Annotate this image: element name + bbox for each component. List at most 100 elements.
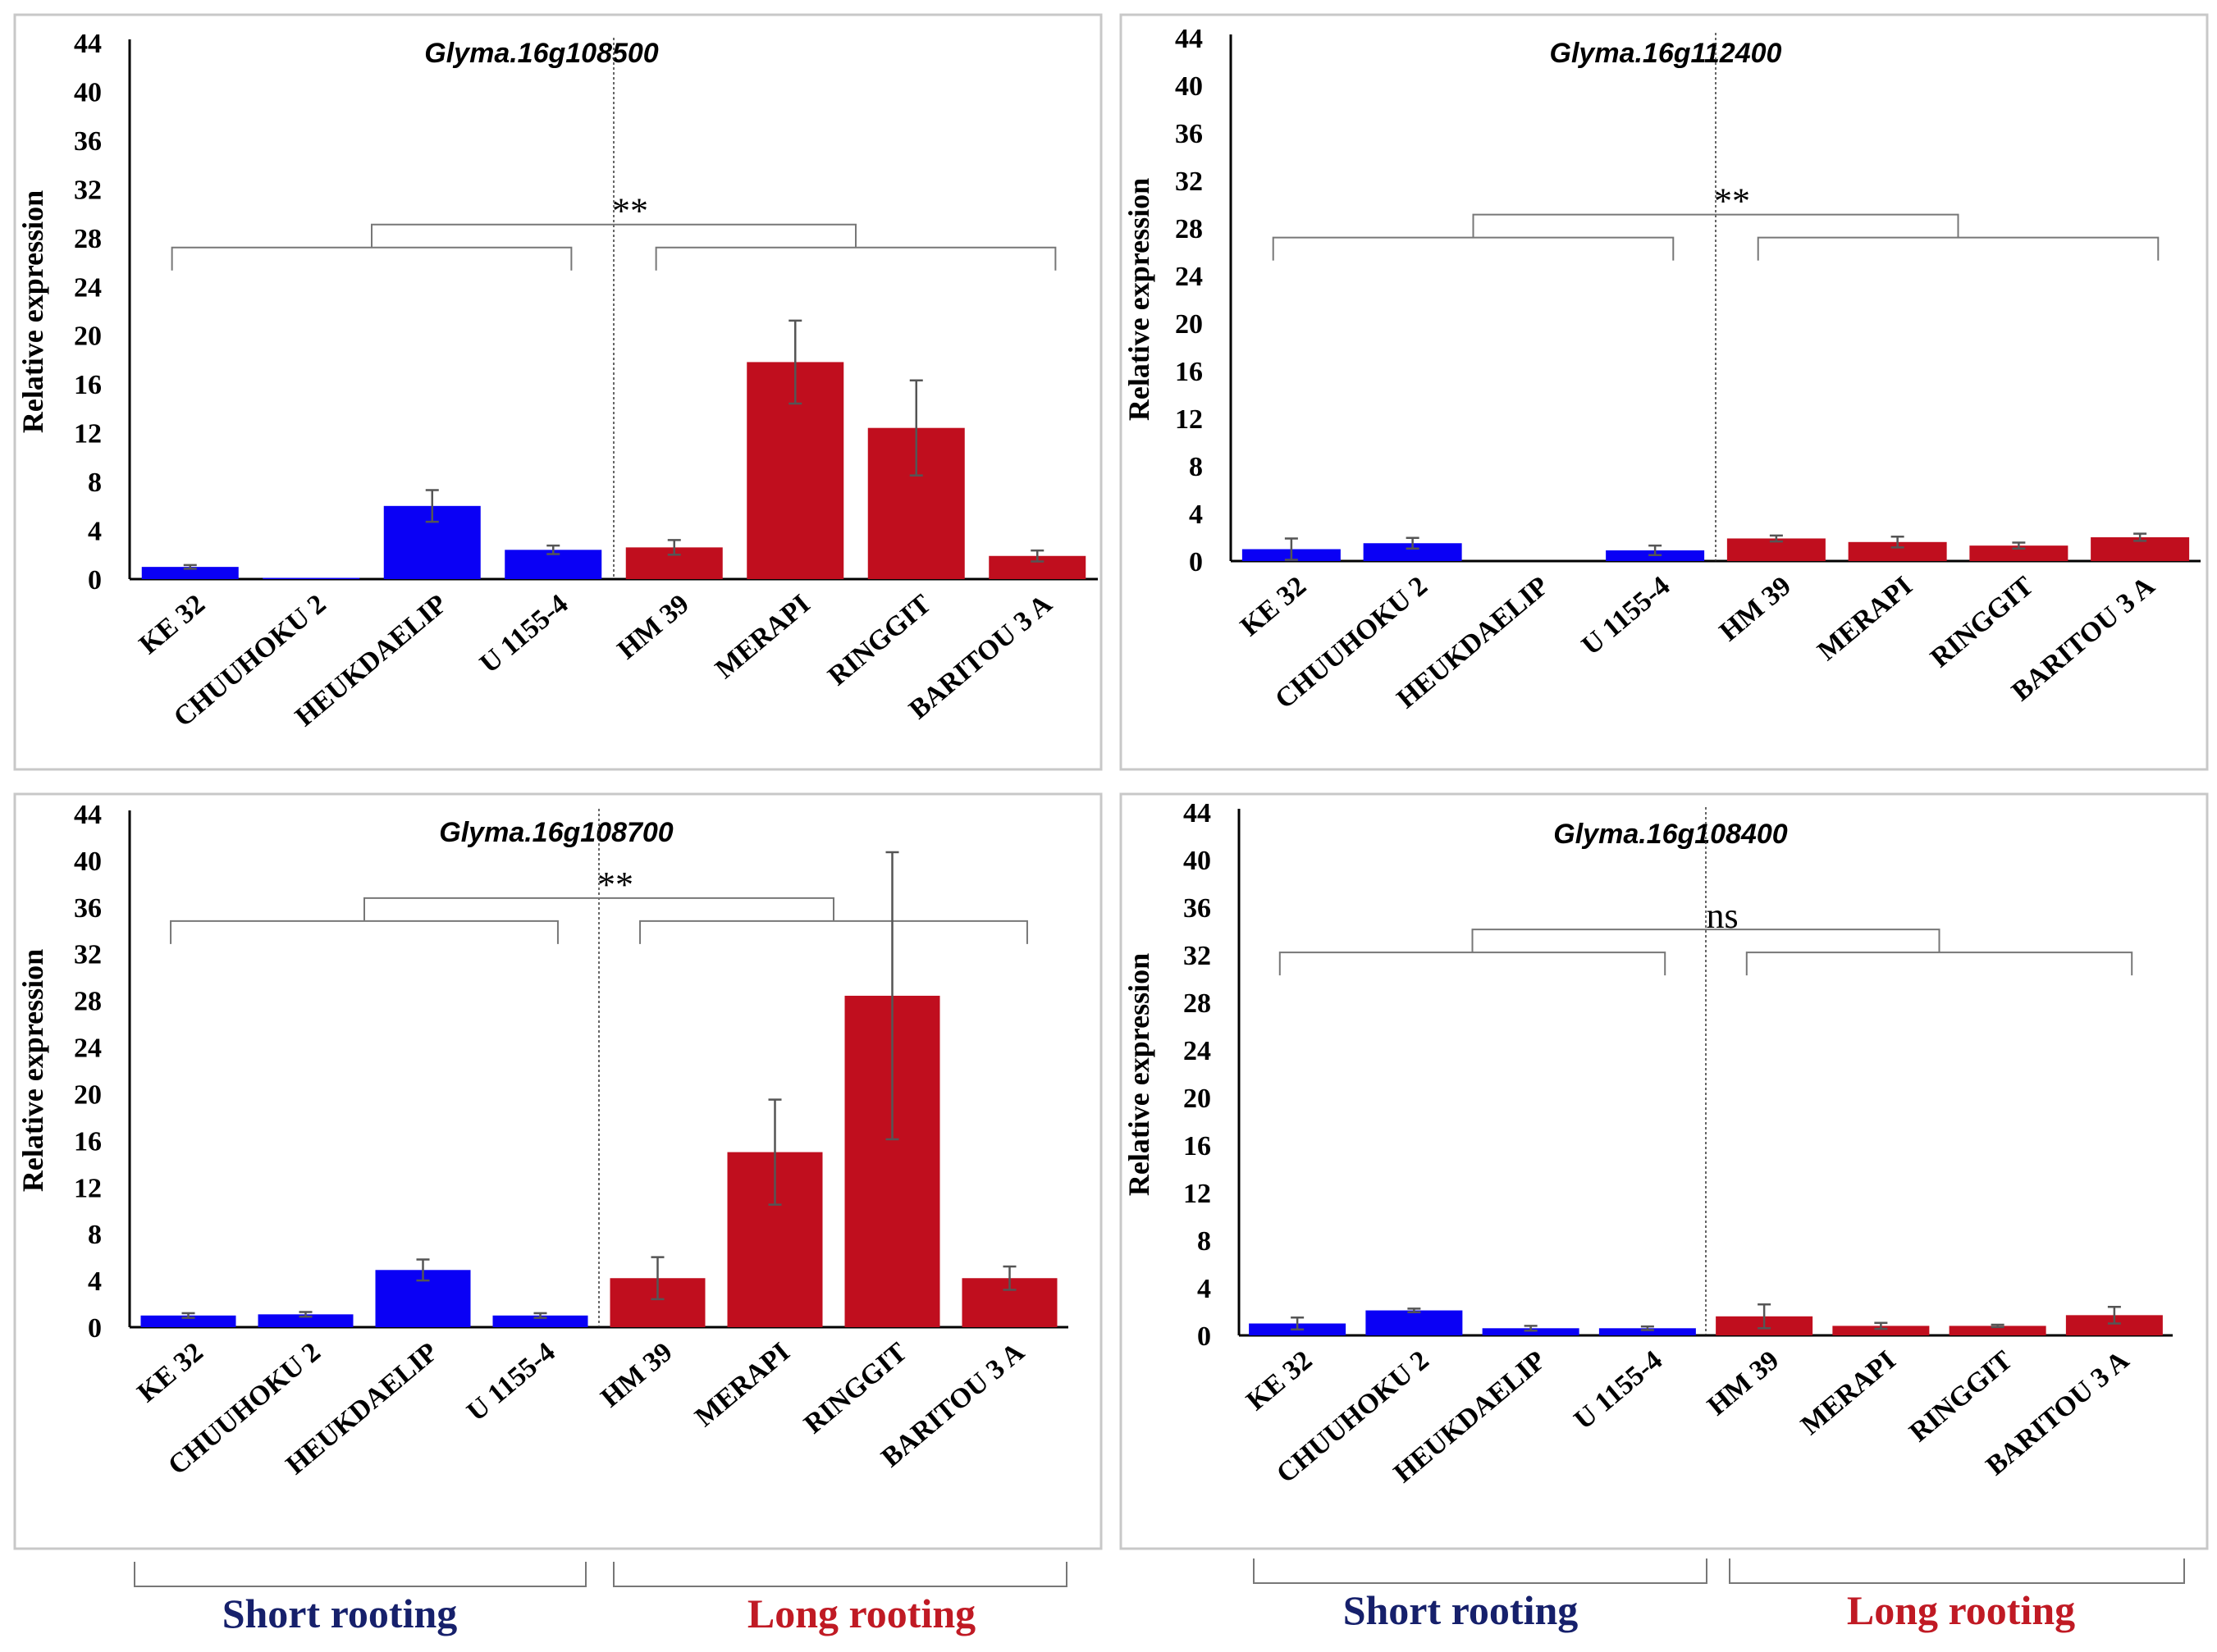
y-tick-label: 16 xyxy=(74,1126,102,1157)
y-tick-label: 8 xyxy=(1197,1226,1211,1257)
error-bar xyxy=(885,851,899,1141)
error-bar xyxy=(183,564,197,570)
y-tick-label: 24 xyxy=(1175,262,1203,292)
bar-u-1155-4 xyxy=(1598,1328,1696,1335)
chart-title: Glyma.16g112400 xyxy=(1550,38,1782,69)
y-tick-label: 0 xyxy=(1197,1321,1211,1352)
chart-panel-1: 0 4 8 12 16 20 24 28 32 36 40 44 Relative expression… xyxy=(13,13,1103,771)
error-bar xyxy=(299,1311,313,1318)
group-legend: Short rooting Long rooting Short rooting… xyxy=(134,1558,2185,1636)
panel-frame xyxy=(1119,792,2209,1550)
y-tick-label: 8 xyxy=(88,468,102,498)
y-tick-label: 8 xyxy=(88,1220,102,1250)
significance-label: ns xyxy=(1706,896,1738,936)
y-tick-label: 0 xyxy=(88,1313,102,1344)
y-tick-label: 16 xyxy=(74,370,102,400)
chart-title: Glyma.16g108500 xyxy=(424,38,659,69)
error-bar xyxy=(416,1258,430,1282)
significance-label: ** xyxy=(597,865,633,905)
error-bar xyxy=(1640,1325,1654,1331)
error-bar xyxy=(181,1312,195,1319)
y-tick-label: 28 xyxy=(1175,214,1203,244)
error-bar xyxy=(2107,1305,2121,1325)
comparison-bracket xyxy=(1472,213,1959,238)
y-axis-label: Relative expression xyxy=(16,949,49,1192)
y-tick-label: 36 xyxy=(74,893,102,924)
y-tick-label: 20 xyxy=(74,322,102,352)
y-tick-label: 32 xyxy=(74,940,102,970)
y-tick-label: 28 xyxy=(74,224,102,254)
long-rooting-bracket-right xyxy=(1729,1558,2185,1584)
y-tick-label: 12 xyxy=(1175,404,1203,435)
error-bar xyxy=(1406,536,1419,550)
bar-chuuhoku-2 xyxy=(263,577,360,579)
bar-ringgit xyxy=(1969,545,2068,561)
error-bar xyxy=(546,544,560,555)
error-bar xyxy=(1890,536,1904,549)
bar-chuuhoku-2 xyxy=(258,1314,354,1327)
y-axis-label: Relative expression xyxy=(1122,953,1155,1196)
y-tick-label: 0 xyxy=(1189,547,1203,577)
chart-panel-4: 0 4 8 12 16 20 24 28 32 36 40 44 Relative expression… xyxy=(1119,792,2209,1550)
error-bar xyxy=(1648,544,1662,556)
error-bar xyxy=(1284,537,1298,561)
bar-ringgit xyxy=(1949,1326,2046,1335)
error-bar xyxy=(1758,1303,1771,1330)
chart-title: Glyma.16g108700 xyxy=(439,817,674,848)
significance-label: ** xyxy=(612,191,648,231)
short-rooting-label-right: Short rooting xyxy=(1343,1587,1579,1633)
y-tick-label: 36 xyxy=(74,126,102,157)
y-tick-label: 44 xyxy=(74,29,102,59)
y-tick-label: 20 xyxy=(1175,309,1203,340)
error-bar xyxy=(1991,1323,2004,1329)
panel-frame xyxy=(13,13,1103,771)
bar-ke-32 xyxy=(141,567,239,579)
error-bar xyxy=(789,319,802,405)
y-tick-label: 20 xyxy=(1183,1084,1211,1114)
error-bar xyxy=(1031,549,1045,563)
error-bar xyxy=(425,489,439,523)
y-tick-label: 32 xyxy=(74,175,102,205)
comparison-bracket xyxy=(371,223,857,248)
bar-chuuhoku-2 xyxy=(1365,1310,1463,1335)
error-bar xyxy=(1874,1321,1888,1330)
y-tick-label: 12 xyxy=(1183,1179,1211,1209)
y-tick-label: 44 xyxy=(1175,24,1203,54)
y-tick-label: 16 xyxy=(1183,1131,1211,1161)
y-tick-label: 32 xyxy=(1183,941,1211,971)
bar-heukdaelip xyxy=(1482,1328,1579,1335)
error-bar xyxy=(1291,1317,1305,1330)
error-bar xyxy=(909,379,923,477)
comparison-bracket xyxy=(363,897,834,921)
bar-merapi xyxy=(1832,1326,1930,1335)
y-tick-label: 32 xyxy=(1175,167,1203,197)
y-tick-label: 4 xyxy=(88,517,102,547)
y-tick-label: 20 xyxy=(74,1079,102,1110)
short-rooting-bracket-right xyxy=(1253,1558,1707,1584)
y-tick-label: 40 xyxy=(1175,71,1203,102)
y-tick-label: 36 xyxy=(1175,119,1203,149)
long-rooting-label-left: Long rooting xyxy=(747,1590,976,1636)
error-bar xyxy=(533,1312,547,1319)
y-tick-label: 40 xyxy=(1183,846,1211,876)
panel-frame xyxy=(1119,13,2209,771)
error-bar xyxy=(1524,1325,1538,1332)
chart-panel-3: 0 4 8 12 16 20 24 28 32 36 40 44 Relative expression… xyxy=(13,792,1103,1550)
y-tick-label: 16 xyxy=(1175,357,1203,387)
error-bar xyxy=(1769,534,1783,543)
long-rooting-bracket-left xyxy=(613,1562,1067,1587)
y-axis-label: Relative expression xyxy=(1122,178,1155,421)
bar-u-1155-4 xyxy=(492,1315,588,1327)
short-rooting-label-left: Short rooting xyxy=(222,1590,458,1636)
y-tick-label: 44 xyxy=(74,800,102,830)
y-tick-label: 8 xyxy=(1189,452,1203,482)
y-tick-label: 24 xyxy=(74,1034,102,1064)
short-rooting-bracket-left xyxy=(134,1562,587,1587)
y-tick-label: 4 xyxy=(88,1266,102,1297)
y-tick-label: 40 xyxy=(74,847,102,877)
y-tick-label: 4 xyxy=(1189,500,1203,530)
y-tick-label: 28 xyxy=(1183,988,1211,1019)
y-tick-label: 12 xyxy=(74,1173,102,1203)
